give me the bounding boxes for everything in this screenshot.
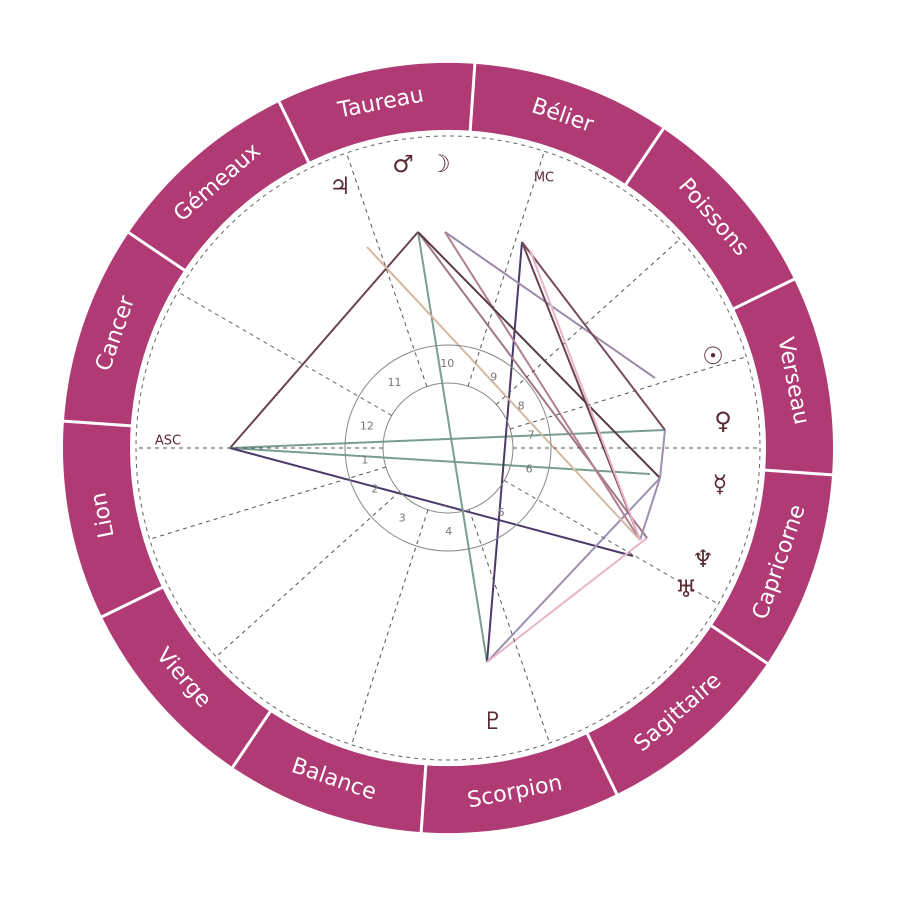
planet-glyph: ♃ — [329, 172, 351, 200]
sign-divider — [419, 763, 428, 835]
planet-glyph: ♂ — [392, 150, 414, 178]
house-number: 10 — [440, 357, 454, 370]
house-cusp — [177, 291, 392, 416]
house-cusp — [345, 152, 428, 387]
sign-divider — [763, 468, 835, 477]
house-cusp — [468, 509, 551, 744]
sign-divider — [61, 419, 133, 428]
house-number: 12 — [360, 419, 374, 432]
house-cusp — [467, 151, 545, 387]
house-number: 7 — [528, 429, 535, 442]
aspect-line — [229, 447, 651, 475]
aspect-line — [229, 447, 634, 557]
aspect-line — [229, 231, 419, 449]
aspect-line — [229, 429, 666, 449]
house-number: 2 — [371, 482, 378, 495]
house-number: 5 — [498, 506, 505, 519]
zodiac-ring — [62, 62, 834, 834]
sign-divider — [731, 277, 797, 311]
planet-glyph: ♆ — [692, 545, 714, 573]
house-number: 8 — [518, 400, 525, 413]
sign-divider — [623, 126, 666, 187]
house-cusp — [149, 466, 386, 540]
outer-dashed-circle — [135, 135, 761, 761]
house-number: 3 — [399, 511, 406, 524]
house-cusp — [504, 480, 719, 605]
aspect-lines — [229, 231, 666, 663]
sign-divider — [126, 230, 187, 273]
planet-glyph: ♇ — [482, 707, 504, 735]
house-number: 11 — [388, 376, 402, 389]
planet-glyph: ♅ — [675, 575, 697, 603]
aspect-line — [486, 537, 648, 663]
house-number: 1 — [361, 453, 368, 466]
planet-glyph: ☉ — [702, 342, 724, 370]
aspect-line — [529, 249, 641, 541]
aspect-line — [521, 241, 666, 431]
aspect-line — [366, 246, 641, 541]
sign-divider — [468, 61, 477, 133]
aspect-line — [639, 477, 661, 541]
sign-divider — [99, 585, 165, 619]
planet-glyph: ♀ — [714, 407, 732, 435]
mc-label: MC — [534, 171, 554, 186]
house-cusp — [351, 509, 429, 745]
aspect-line — [417, 231, 661, 479]
house-cusp — [510, 356, 747, 430]
sign-divider — [277, 99, 311, 165]
asc-label: ASC — [155, 434, 181, 449]
aspect-line — [659, 429, 666, 479]
house-number: 4 — [445, 525, 452, 538]
sign-divider — [709, 623, 770, 666]
aspect-line — [417, 231, 488, 663]
house-cusp — [495, 238, 681, 405]
sign-divider — [230, 709, 273, 770]
planet-glyph: ☽ — [429, 150, 451, 178]
aspect-line — [486, 477, 661, 663]
sign-divider — [585, 731, 619, 797]
house-cusp — [215, 491, 401, 658]
house-number: 6 — [526, 463, 533, 476]
aspect-line — [444, 231, 641, 541]
aspect-line — [486, 241, 523, 663]
house-ring-outer — [344, 344, 552, 552]
house-number: 9 — [490, 371, 497, 384]
aspect-line — [417, 231, 648, 539]
planet-glyph: ☿ — [713, 470, 728, 498]
